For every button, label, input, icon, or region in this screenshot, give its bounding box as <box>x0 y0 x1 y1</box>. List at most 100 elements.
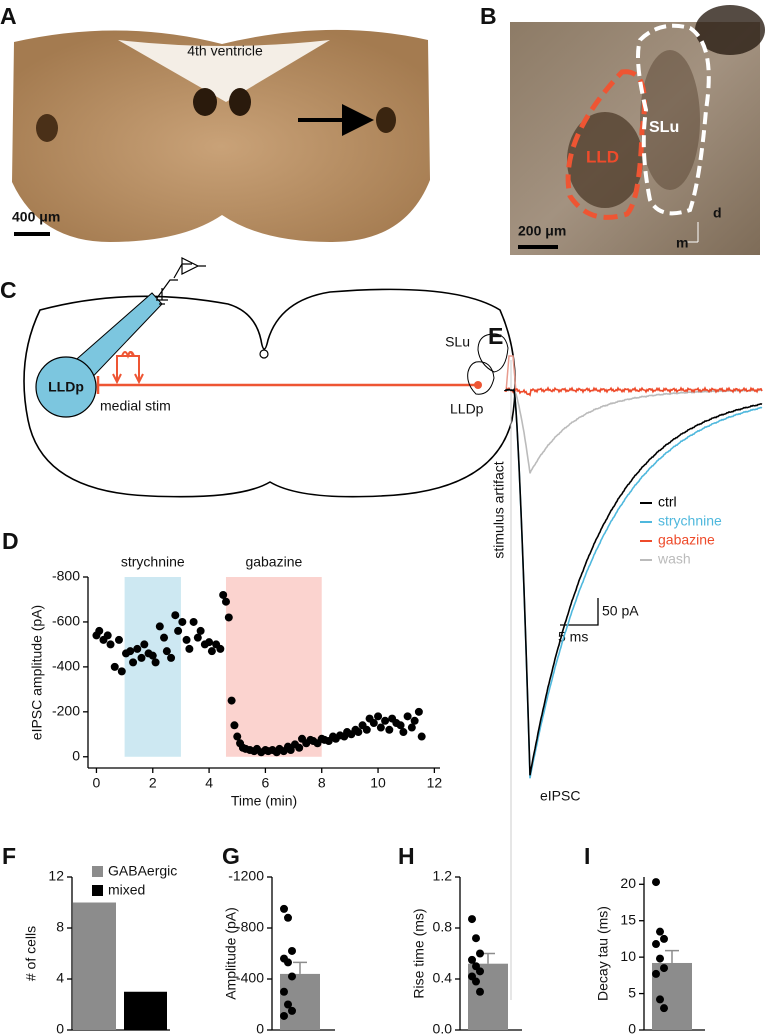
scale-bar <box>560 598 599 626</box>
data-point <box>110 662 119 671</box>
panel-letter: F <box>2 843 16 869</box>
y-tick-label: -800 <box>52 568 80 584</box>
orientation-label: d <box>713 205 722 221</box>
data-point <box>137 653 146 662</box>
region-label: SLu <box>649 119 679 136</box>
slu-region <box>477 333 509 373</box>
data-point <box>288 972 296 981</box>
data-point <box>185 644 194 653</box>
data-point <box>151 658 160 667</box>
y-axis-label: # of cells <box>23 926 39 981</box>
data-point <box>117 667 126 676</box>
span-label: gabazine <box>245 554 302 570</box>
diagram-label: LLDp <box>450 401 484 417</box>
bar <box>73 902 116 1030</box>
panel-letter: I <box>584 843 590 869</box>
panel-letter: C <box>0 277 17 303</box>
y-tick-label: 0.0 <box>433 1021 453 1035</box>
data-point <box>399 728 408 737</box>
y-tick-label: 20 <box>620 875 636 891</box>
y-tick-label: 0 <box>56 1021 64 1035</box>
data-point <box>171 611 180 620</box>
data-point <box>148 651 157 660</box>
panel-c: LLDp medial stim SLu LLDp <box>23 257 516 498</box>
stimulator <box>112 351 144 385</box>
data-point <box>656 995 664 1004</box>
ventricle-label: 4th ventricle <box>187 43 263 59</box>
nucleus <box>376 107 396 133</box>
data-point <box>476 967 484 976</box>
data-point <box>95 626 104 635</box>
y-tick-label: 0.4 <box>433 970 453 986</box>
panel-a: 4th ventricle 400 μm <box>12 29 430 243</box>
artifact-label: stimulus artifact <box>491 461 507 558</box>
y-axis-label: Amplitude (pA) <box>223 907 239 1000</box>
y-tick-label: 0 <box>628 1021 636 1035</box>
data-point <box>140 640 149 649</box>
legend-label: gabazine <box>658 532 715 548</box>
y-tick-label: 0 <box>256 1021 264 1035</box>
legend-label: strychnine <box>658 513 722 529</box>
data-point <box>403 712 412 721</box>
data-point <box>196 626 205 635</box>
orientation <box>685 222 699 243</box>
lldp-cell <box>35 356 97 418</box>
data-point <box>476 949 484 958</box>
data-point <box>385 725 394 734</box>
bar <box>124 991 167 1030</box>
data-point <box>656 954 664 963</box>
artifact-spike <box>505 355 517 393</box>
legend-label: mixed <box>108 882 145 898</box>
data-point <box>396 721 405 730</box>
data-point <box>284 958 292 967</box>
panel-letter: H <box>398 843 415 869</box>
data-point <box>656 927 664 936</box>
data-point <box>407 723 416 732</box>
diagram-label: LLDp <box>48 379 84 395</box>
legend-label: wash <box>657 551 691 567</box>
data-point <box>288 946 296 955</box>
y-tick-label: 5 <box>628 984 636 1000</box>
data-point <box>660 964 668 973</box>
shaded-span <box>225 577 322 757</box>
data-point <box>280 987 288 996</box>
span-label: strychnine <box>121 554 185 570</box>
y-axis-label: Decay tau (ms) <box>595 906 611 1001</box>
y-tick-label: -1200 <box>228 868 264 884</box>
ventricle-loop <box>259 349 269 359</box>
data-point <box>374 712 383 721</box>
data-point <box>354 728 363 737</box>
x-tick-label: 10 <box>370 775 386 791</box>
data-point <box>219 590 228 599</box>
data-point <box>193 633 202 642</box>
trace <box>504 386 763 397</box>
data-point <box>652 969 660 978</box>
data-point <box>414 707 423 716</box>
lldp-region <box>467 361 495 395</box>
projection-origin <box>474 381 482 389</box>
y-tick-label: 1.2 <box>433 868 453 884</box>
scale-label: 200 μm <box>518 223 566 239</box>
dark-region <box>695 5 765 55</box>
data-point <box>280 904 288 913</box>
data-point <box>230 721 239 730</box>
y-axis-label: Rise time (ms) <box>411 908 427 998</box>
y-tick-label: 4 <box>56 970 64 986</box>
slu-outline <box>636 23 711 216</box>
panel-letter: B <box>480 3 497 29</box>
nucleus <box>36 114 58 142</box>
y-tick-label: 10 <box>620 948 636 964</box>
shaded-span <box>124 577 181 757</box>
data-point <box>410 716 419 725</box>
x-tick-label: 6 <box>262 775 270 791</box>
data-point <box>162 647 171 656</box>
panel-letter: E <box>488 323 503 349</box>
trace <box>504 388 763 474</box>
data-point <box>472 977 480 986</box>
slice <box>12 29 430 243</box>
legend-label: GABAergic <box>108 863 177 879</box>
panel-b: LLD SLu 200 μm d m <box>510 5 765 255</box>
y-tick-label: -600 <box>52 613 80 629</box>
data-point <box>284 1000 292 1009</box>
